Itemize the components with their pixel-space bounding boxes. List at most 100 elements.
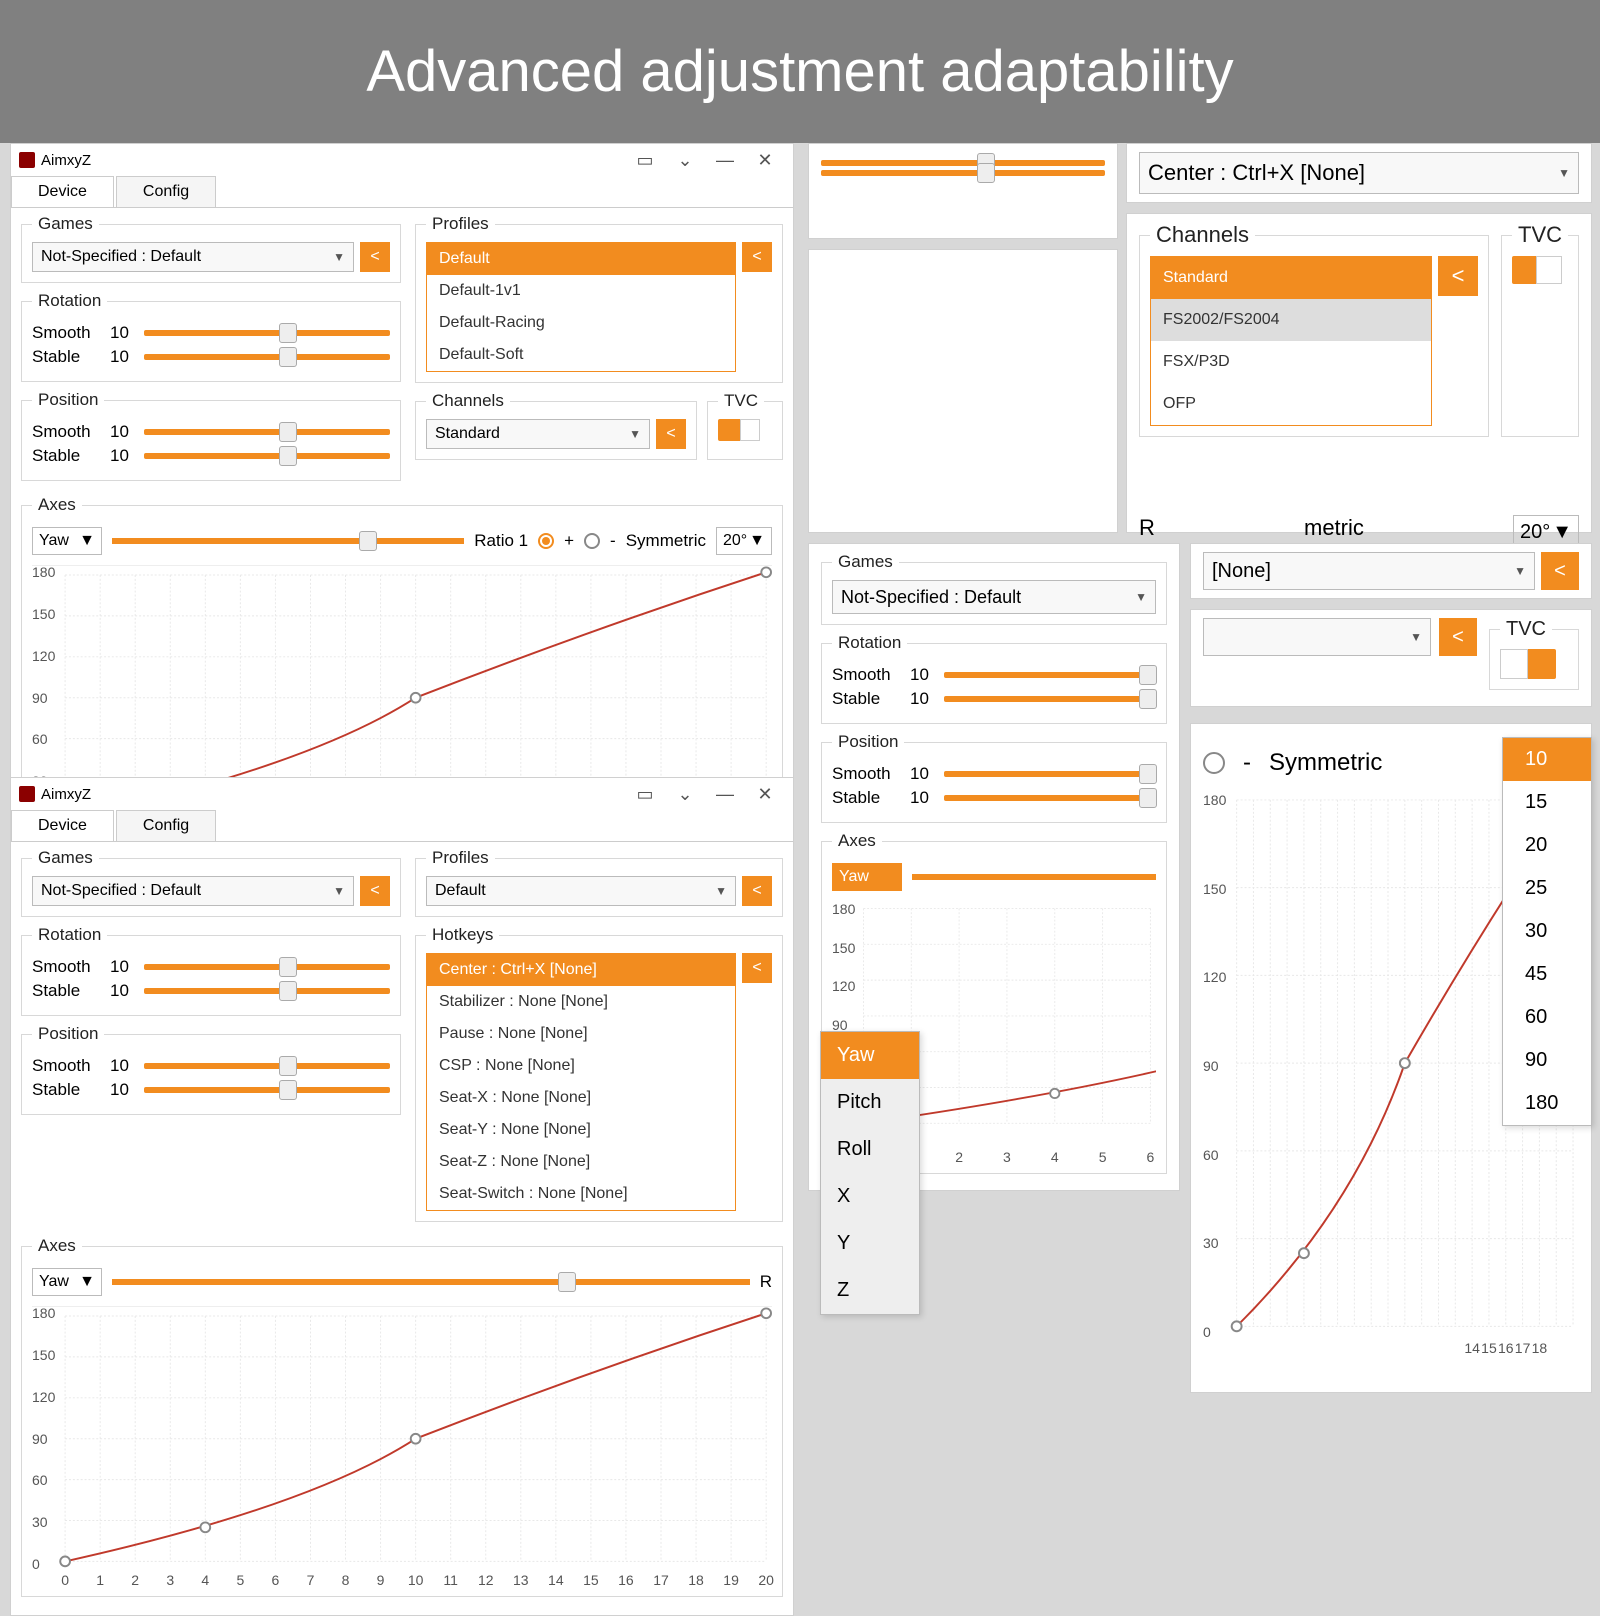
hotkey-item[interactable]: Seat-X : None [None] [427, 1082, 735, 1114]
profile-item[interactable]: Default-Racing [427, 307, 735, 339]
tab-config[interactable]: Config [116, 810, 216, 841]
sym-option[interactable]: 60 [1503, 996, 1591, 1039]
hotkey-item[interactable]: Pause : None [None] [427, 1018, 735, 1050]
sym-option[interactable]: 90 [1503, 1039, 1591, 1082]
radio-minus[interactable] [584, 533, 600, 549]
profile-item[interactable]: Default [427, 243, 735, 275]
none-action-button[interactable]: < [1541, 552, 1579, 590]
channels-action-button[interactable]: < [656, 419, 686, 449]
games-action-button[interactable]: < [360, 876, 390, 906]
tab-config[interactable]: Config [116, 176, 216, 207]
rotation-smooth-slider[interactable] [144, 964, 390, 970]
position-stable-slider[interactable] [944, 795, 1156, 801]
axes-slider[interactable] [112, 538, 464, 544]
hotkeys-action-button[interactable]: < [742, 953, 772, 983]
games-select[interactable]: Not-Specified : Default▼ [32, 876, 354, 906]
sym-option[interactable]: 45 [1503, 953, 1591, 996]
channel-item[interactable]: Standard [1151, 257, 1431, 299]
axes-select[interactable]: Yaw▼ [32, 527, 102, 555]
symmetric-dropdown[interactable]: 10 15 20 25 30 45 60 90 180 [1502, 737, 1592, 1126]
minimize-button[interactable]: — [705, 150, 745, 171]
position-stable-slider[interactable] [144, 1087, 390, 1093]
hotkeys-fieldset: Hotkeys Center : Ctrl+X [None] Stabilize… [415, 925, 783, 1222]
window-top-left: AimxyZ ▭ ⌄ — ✕ Device Config Games Not-S… [10, 143, 794, 875]
profile-item[interactable]: Default-1v1 [427, 275, 735, 307]
rotation-stable-slider[interactable] [144, 354, 390, 360]
profiles-action-button[interactable]: < [742, 876, 772, 906]
window-sys-icon[interactable]: ⌄ [665, 150, 705, 171]
window-help-icon[interactable]: ▭ [625, 784, 665, 805]
axes-slider[interactable] [912, 874, 1156, 880]
hotkey-item[interactable]: CSP : None [None] [427, 1050, 735, 1082]
axes-select[interactable]: Yaw [832, 863, 902, 891]
axis-option[interactable]: Yaw [821, 1032, 919, 1079]
position-fieldset: Position Smooth10 Stable10 [21, 390, 401, 481]
profiles-select[interactable]: Default▼ [426, 876, 736, 906]
tvc-toggle[interactable] [1500, 649, 1556, 679]
axes-slider[interactable] [112, 1279, 750, 1285]
channels-list[interactable]: Standard FS2002/FS2004 FSX/P3D OFP [1150, 256, 1432, 426]
axes-dropdown[interactable]: Yaw Pitch Roll X Y Z [820, 1031, 920, 1315]
tvc-toggle[interactable] [1512, 256, 1562, 284]
axis-option[interactable]: Roll [821, 1126, 919, 1173]
close-button[interactable]: ✕ [745, 784, 785, 805]
rotation-stable-slider[interactable] [944, 696, 1156, 702]
games-select[interactable]: Not-Specified : Default▼ [832, 580, 1156, 614]
app-title: AimxyZ [41, 152, 91, 169]
rotation-smooth-slider[interactable] [144, 330, 390, 336]
sym-option[interactable]: 10 [1503, 738, 1591, 781]
position-smooth-slider[interactable] [144, 429, 390, 435]
channel-item[interactable]: FS2002/FS2004 [1151, 299, 1431, 341]
sym-option[interactable]: 20 [1503, 824, 1591, 867]
channel-item[interactable]: FSX/P3D [1151, 341, 1431, 383]
close-button[interactable]: ✕ [745, 150, 785, 171]
profiles-list[interactable]: Default Default-1v1 Default-Racing Defau… [426, 242, 736, 372]
position-smooth-slider[interactable] [944, 771, 1156, 777]
games-action-button[interactable]: < [360, 242, 390, 272]
sym-option[interactable]: 180 [1503, 1082, 1591, 1125]
sym-option[interactable]: 30 [1503, 910, 1591, 953]
tvc-fieldset: TVC [707, 391, 783, 460]
profiles-action-button[interactable]: < [742, 242, 772, 272]
hotkey-item[interactable]: Seat-Switch : None [None] [427, 1178, 735, 1210]
slider[interactable] [821, 170, 1105, 176]
symmetric-select[interactable]: 20°▼ [716, 527, 772, 555]
hotkey-big-select[interactable]: Center : Ctrl+X [None]▼ [1139, 152, 1579, 194]
tab-device[interactable]: Device [11, 176, 114, 207]
sym-option[interactable]: 15 [1503, 781, 1591, 824]
hotkey-item[interactable]: Center : Ctrl+X [None] [427, 954, 735, 986]
rotation-smooth-slider[interactable] [944, 672, 1156, 678]
tvc-toggle[interactable] [718, 419, 760, 441]
blank-action-button[interactable]: < [1439, 618, 1477, 656]
window-help-icon[interactable]: ▭ [625, 150, 665, 171]
none-select[interactable]: [None]▼ [1203, 552, 1535, 590]
none-select-fragment: [None]▼ < [1190, 543, 1592, 599]
profile-item[interactable]: Default-Soft [427, 339, 735, 371]
radio-minus[interactable] [1203, 752, 1225, 774]
games-select[interactable]: Not-Specified : Default▼ [32, 242, 354, 272]
position-smooth-slider[interactable] [144, 1063, 390, 1069]
tab-device[interactable]: Device [11, 810, 114, 841]
channels-fragment: Channels Standard FS2002/FS2004 FSX/P3D … [1126, 213, 1592, 533]
axis-option[interactable]: X [821, 1173, 919, 1220]
axis-option[interactable]: Y [821, 1220, 919, 1267]
window-bottom-left: AimxyZ ▭ ⌄ — ✕ Device Config Games Not-S… [10, 777, 794, 1616]
channels-action-button[interactable]: < [1438, 256, 1478, 296]
position-stable-slider[interactable] [144, 453, 390, 459]
axis-option[interactable]: Pitch [821, 1079, 919, 1126]
channel-item[interactable]: OFP [1151, 383, 1431, 425]
hotkey-item[interactable]: Stabilizer : None [None] [427, 986, 735, 1018]
hotkey-item[interactable]: Seat-Y : None [None] [427, 1114, 735, 1146]
hotkey-item[interactable]: Seat-Z : None [None] [427, 1146, 735, 1178]
axes-select[interactable]: Yaw▼ [32, 1268, 102, 1296]
axis-option[interactable]: Z [821, 1267, 919, 1314]
minimize-button[interactable]: — [705, 784, 745, 805]
blank-select[interactable]: ▼ [1203, 618, 1431, 656]
slider[interactable] [821, 160, 1105, 166]
radio-plus[interactable] [538, 533, 554, 549]
window-sys-icon[interactable]: ⌄ [665, 784, 705, 805]
hotkeys-list[interactable]: Center : Ctrl+X [None] Stabilizer : None… [426, 953, 736, 1211]
rotation-stable-slider[interactable] [144, 988, 390, 994]
channels-select[interactable]: Standard▼ [426, 419, 650, 449]
sym-option[interactable]: 25 [1503, 867, 1591, 910]
